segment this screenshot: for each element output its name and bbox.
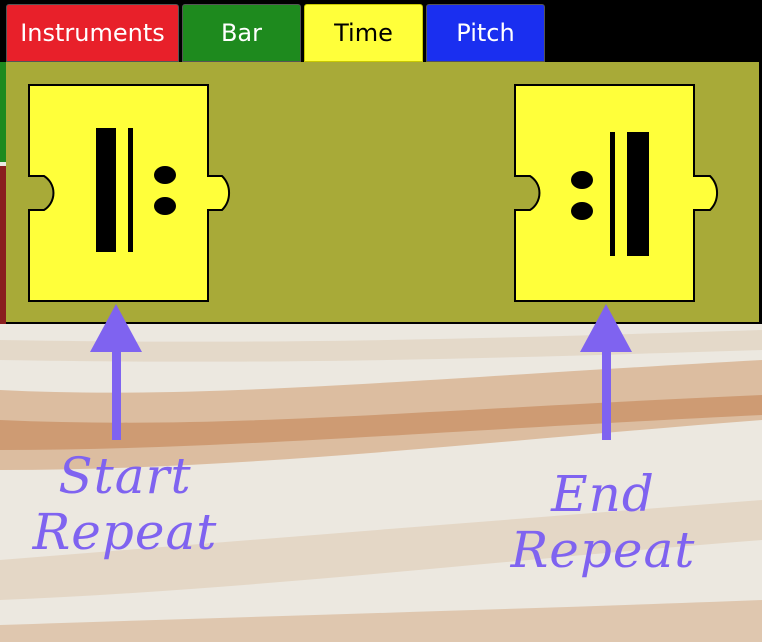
annotation-line: End — [551, 465, 655, 523]
tab-instruments[interactable]: Instruments — [6, 4, 179, 62]
arrow-up-icon — [580, 304, 632, 440]
start-repeat-annotation: Start Repeat — [10, 448, 240, 560]
end-repeat-annotation: End Repeat — [478, 466, 728, 578]
end-repeat-icon — [571, 132, 649, 256]
end-repeat-block[interactable] — [514, 84, 740, 302]
tab-time[interactable]: Time — [304, 4, 423, 62]
arrow-up-icon — [90, 304, 142, 440]
tab-bar[interactable]: Bar — [182, 4, 301, 62]
annotation-line: Repeat — [32, 503, 218, 561]
annotation-line: Start — [58, 447, 192, 505]
side-tab-edge-green — [0, 62, 6, 162]
annotation-line: Repeat — [510, 521, 696, 579]
side-tab-edge-red — [0, 166, 6, 324]
category-tab-bar: Instruments Bar Time Pitch — [0, 0, 762, 64]
start-repeat-icon — [96, 128, 176, 252]
tab-pitch[interactable]: Pitch — [426, 4, 545, 62]
start-repeat-block[interactable] — [28, 84, 252, 302]
